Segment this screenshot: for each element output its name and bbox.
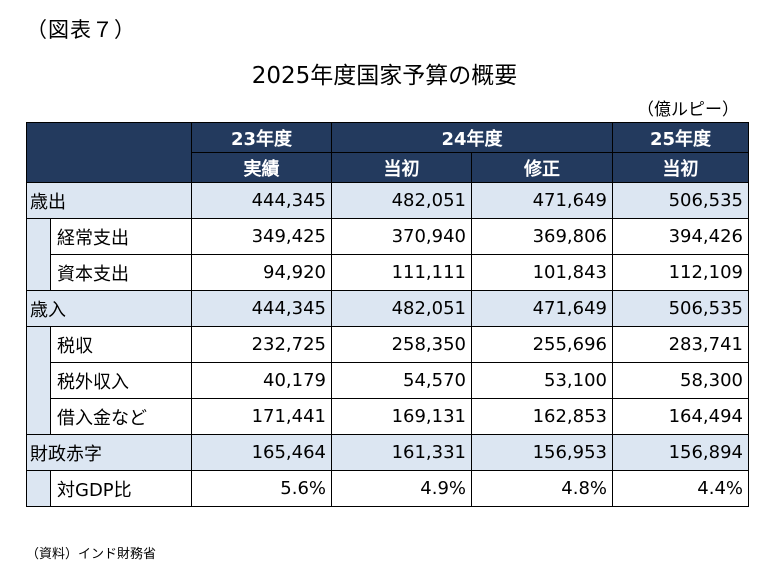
table-row-gdp-ratio: 対GDP比 5.6% 4.9% 4.8% 4.4% [26,470,749,507]
cell-fy25-initial: 283,741 [612,326,749,363]
cell-fy24-revised: 162,853 [471,398,613,435]
cell-fy23-actual: 171,441 [191,398,332,435]
row-label: 対GDP比 [50,470,192,507]
cell-fy25-initial: 4.4% [612,470,749,507]
cell-fy23-actual: 232,725 [191,326,332,363]
header-fy24: 24年度 [331,122,613,153]
cell-fy24-initial: 258,350 [331,326,472,363]
table-row-tax-revenue: 税収 232,725 258,350 255,696 283,741 [26,326,749,435]
source-note: （資料）インド財務省 [26,547,157,562]
header-fy23: 23年度 [191,122,332,153]
cell-fy24-revised: 101,843 [471,254,613,291]
row-label: 財政赤字 [26,434,192,471]
table-title: 2025年度国家予算の概要 [251,63,518,89]
header-row-years: 23年度 24年度 25年度 [26,122,749,183]
cell-fy23-actual: 40,179 [191,362,332,399]
cell-fy25-initial: 394,426 [612,218,749,255]
cell-fy23-actual: 349,425 [191,218,332,255]
cell-fy24-initial: 54,570 [331,362,472,399]
row-label: 税収 [50,326,192,363]
header-fy23-actual: 実績 [191,152,332,183]
figure-label: （図表７） [26,18,136,42]
cell-fy24-revised: 471,649 [471,182,613,219]
row-label: 資本支出 [50,254,192,291]
cell-fy24-revised: 471,649 [471,290,613,327]
header-fy24-revised: 修正 [471,152,613,183]
cell-fy24-revised: 369,806 [471,218,613,255]
cell-fy25-initial: 58,300 [612,362,749,399]
cell-fy25-initial: 506,535 [612,290,749,327]
indent-cell [26,326,51,435]
cell-fy24-initial: 482,051 [331,290,472,327]
header-row-types: 実績 当初 修正 当初 [27,152,749,183]
header-fy24-initial: 当初 [331,152,472,183]
cell-fy24-initial: 161,331 [331,434,472,471]
cell-fy23-actual: 165,464 [191,434,332,471]
row-label: 歳入 [26,290,192,327]
cell-fy24-revised: 4.8% [471,470,613,507]
cell-fy24-initial: 370,940 [331,218,472,255]
cell-fy25-initial: 112,109 [612,254,749,291]
header-fy25: 25年度 [612,122,749,153]
cell-fy25-initial: 164,494 [612,398,749,435]
row-label: 借入金など [50,398,192,435]
row-label: 経常支出 [50,218,192,255]
cell-fy24-revised: 53,100 [471,362,613,399]
row-label: 歳出 [26,182,192,219]
unit-label: （億ルピー） [637,100,739,120]
header-fy25-initial: 当初 [612,152,749,183]
row-label: 税外収入 [50,362,192,399]
cell-fy24-revised: 156,953 [471,434,613,471]
header-corner-cell [26,122,192,183]
indent-cell [26,470,51,507]
cell-fy23-actual: 5.6% [191,470,332,507]
table-row-expenditure: 歳出 444,345 482,051 471,649 506,535 [26,182,749,219]
cell-fy24-initial: 111,111 [331,254,472,291]
cell-fy23-actual: 444,345 [191,182,332,219]
table-row-non-tax-revenue: 税外収入 40,179 54,570 53,100 58,300 [27,362,749,399]
indent-cell [26,218,51,291]
cell-fy25-initial: 506,535 [612,182,749,219]
cell-fy24-revised: 255,696 [471,326,613,363]
cell-fy23-actual: 94,920 [191,254,332,291]
budget-table: 23年度 24年度 25年度 実績 当初 修正 当初 歳出 444,345 48… [26,122,749,507]
cell-fy24-initial: 482,051 [331,182,472,219]
cell-fy25-initial: 156,894 [612,434,749,471]
table-row-revenue: 歳入 444,345 482,051 471,649 506,535 [26,290,749,327]
cell-fy24-initial: 169,131 [331,398,472,435]
table-row-capital-expenditure: 資本支出 94,920 111,111 101,843 112,109 [27,254,749,291]
table-row-borrowings: 借入金など 171,441 169,131 162,853 164,494 [27,398,749,435]
table-row-current-expenditure: 経常支出 349,425 370,940 369,806 394,426 [26,218,749,291]
cell-fy23-actual: 444,345 [191,290,332,327]
cell-fy24-initial: 4.9% [331,470,472,507]
table-row-fiscal-deficit: 財政赤字 165,464 161,331 156,953 156,894 [26,434,749,471]
